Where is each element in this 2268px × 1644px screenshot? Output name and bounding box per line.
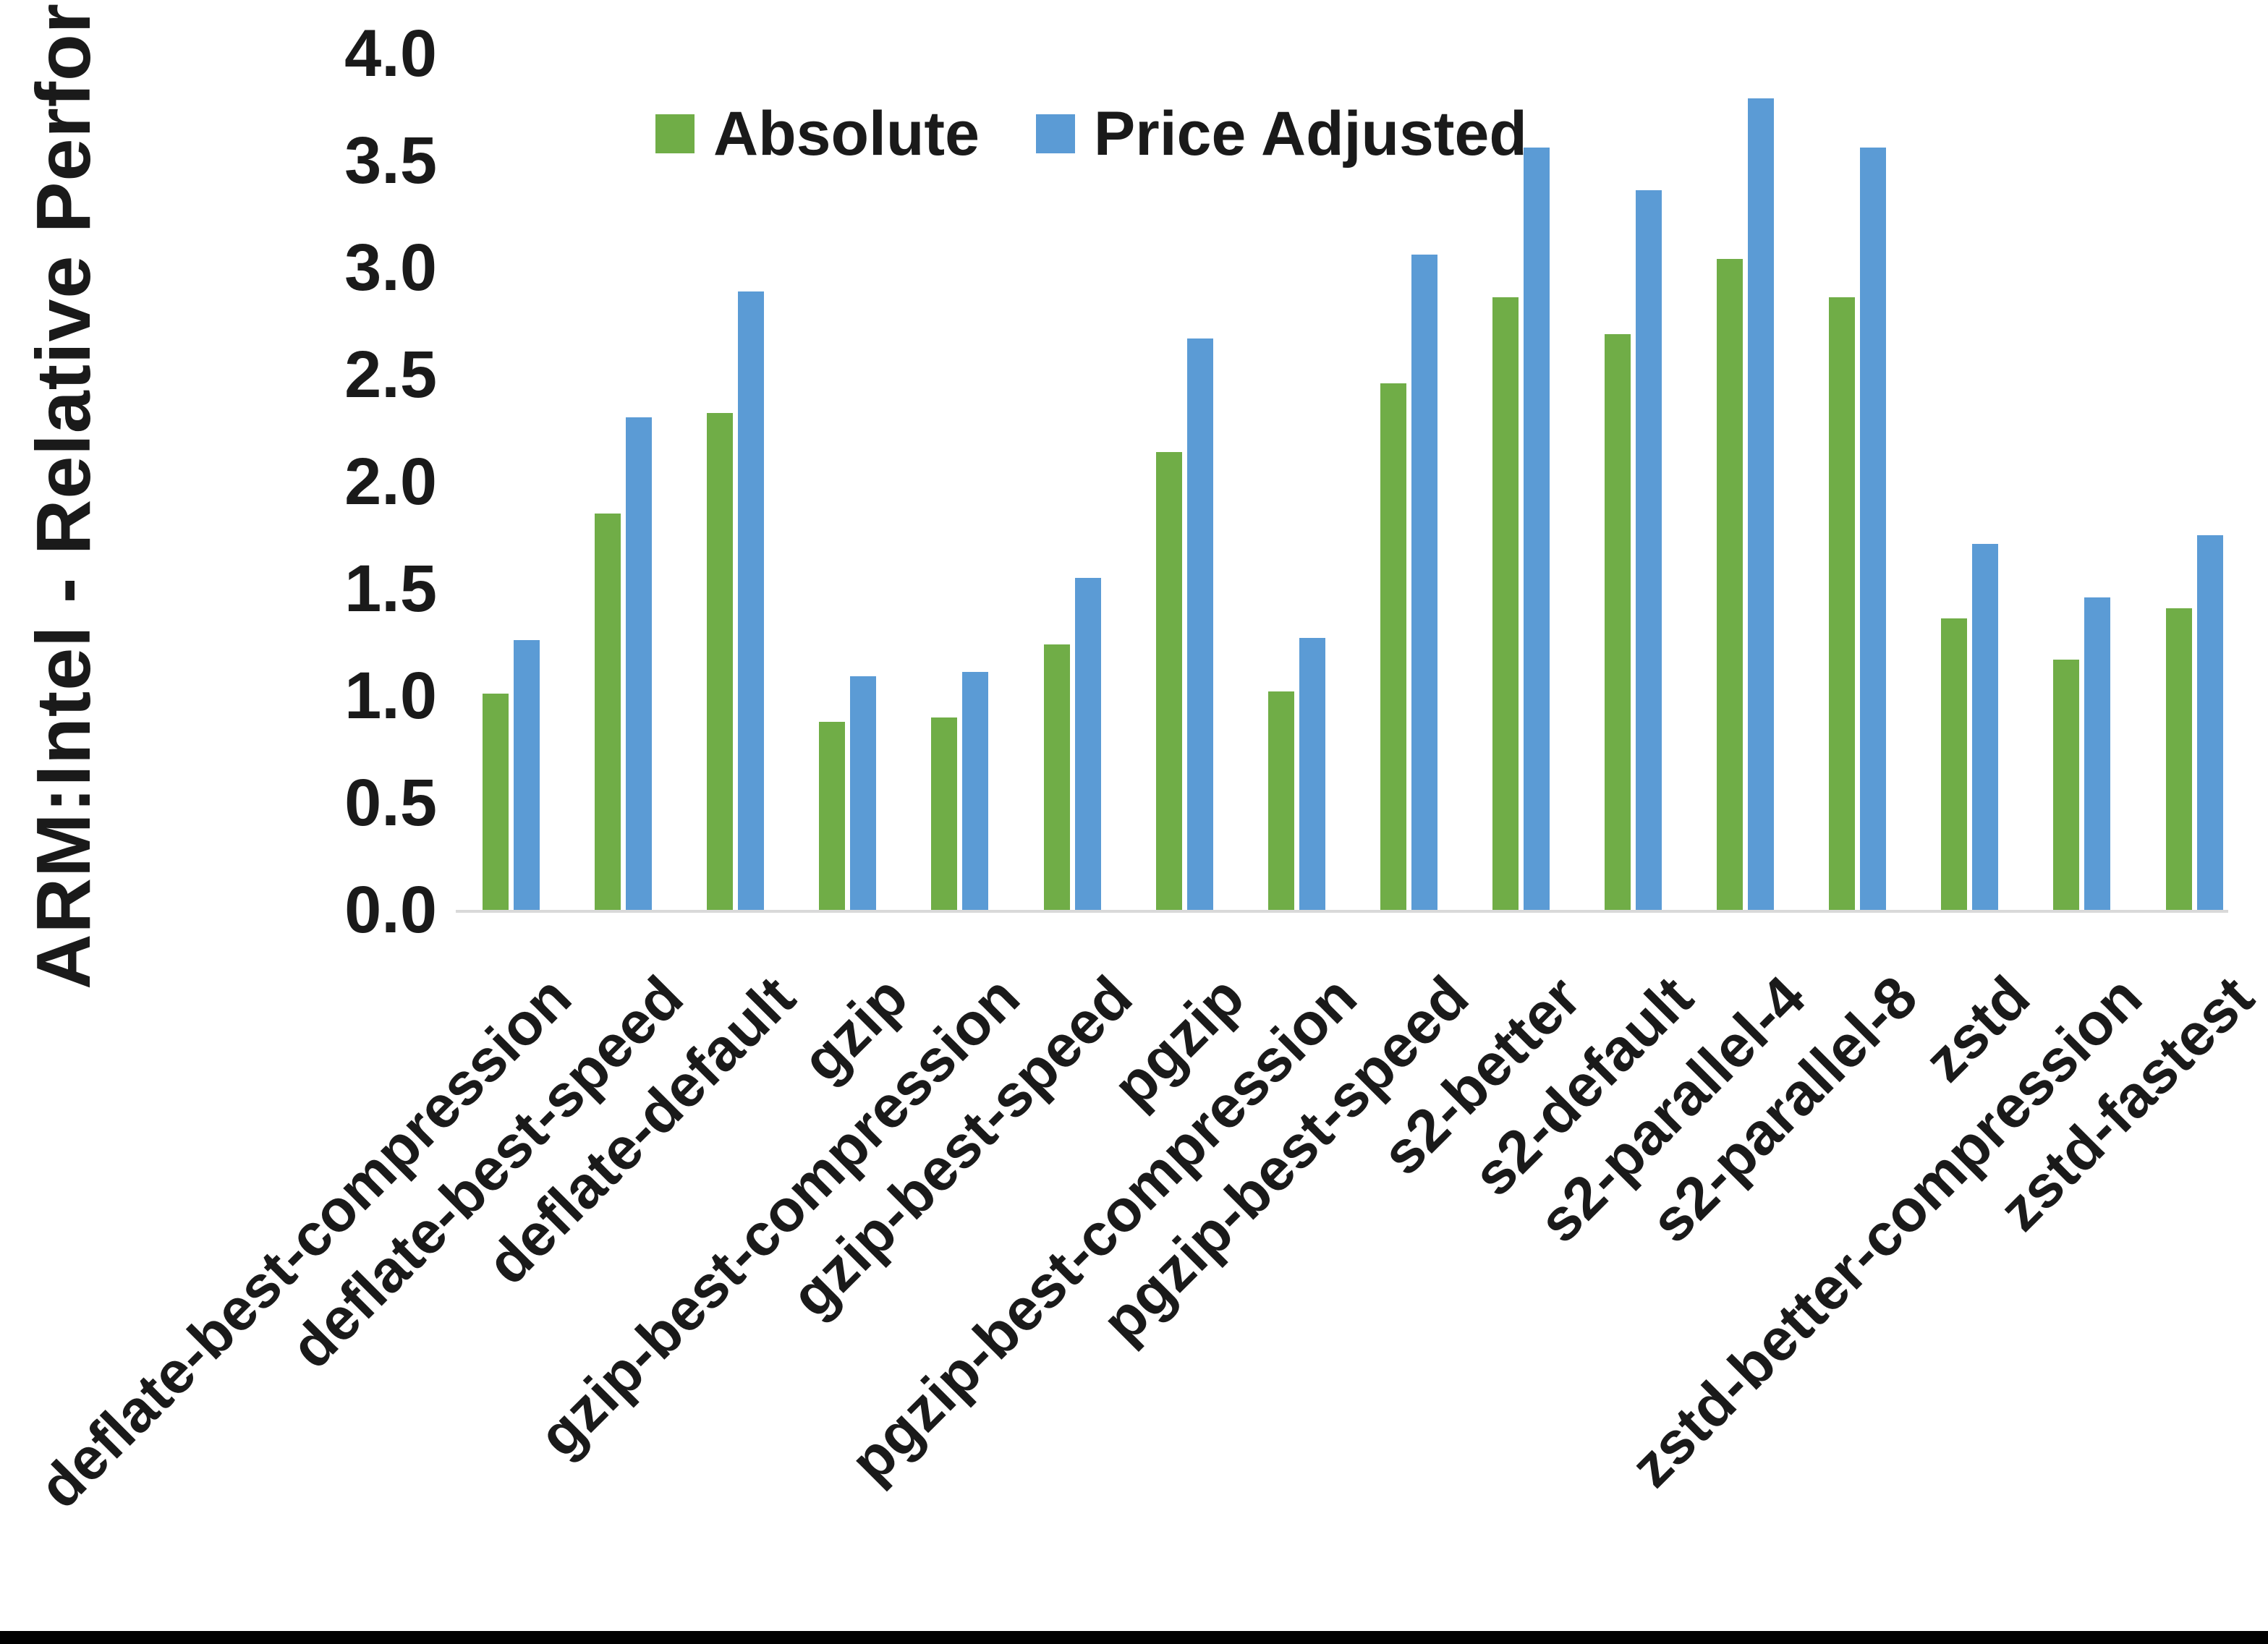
bar-absolute-s2-parallel-8 <box>1829 297 1855 910</box>
bar-price-adjusted-pgzip-best-speed <box>1411 255 1437 910</box>
bar-price-adjusted-s2-parallel-4 <box>1748 98 1774 910</box>
bar-absolute-pgzip-best-speed <box>1380 383 1406 910</box>
bar-absolute-gzip-best-compression <box>931 717 957 910</box>
bar-absolute-deflate-best-compression <box>483 694 509 910</box>
bar-absolute-gzip-best-speed <box>1044 644 1070 910</box>
bar-price-adjusted-gzip-best-compression <box>962 672 988 910</box>
y-tick-label-1.0: 1.0 <box>344 659 437 733</box>
bar-absolute-gzip <box>819 722 845 910</box>
bar-price-adjusted-zstd-better-compression <box>2084 597 2110 910</box>
y-tick-label-3.5: 3.5 <box>344 124 437 197</box>
y-tick-label-1.5: 1.5 <box>344 552 437 626</box>
bar-price-adjusted-deflate-default <box>738 291 764 910</box>
legend: Absolute Price Adjusted <box>655 99 1527 169</box>
bar-price-adjusted-deflate-best-speed <box>626 417 652 910</box>
y-tick-label-4.0: 4.0 <box>344 17 437 90</box>
bar-price-adjusted-pgzip <box>1187 338 1213 910</box>
bar-absolute-zstd <box>1941 618 1967 910</box>
bar-absolute-s2-better <box>1492 297 1519 910</box>
legend-label-price-adjusted: Price Adjusted <box>1093 99 1527 169</box>
bar-price-adjusted-deflate-best-compression <box>514 640 540 910</box>
bar-absolute-deflate-default <box>707 413 733 910</box>
legend-swatch-price-adjusted-icon <box>1035 114 1075 153</box>
y-tick-label-2.0: 2.0 <box>344 445 437 519</box>
bar-price-adjusted-s2-parallel-8 <box>1860 148 1886 910</box>
window-bottom-edge <box>0 1631 2268 1644</box>
bar-absolute-s2-parallel-4 <box>1717 259 1743 910</box>
bar-price-adjusted-pgzip-best-compression <box>1299 638 1325 910</box>
bar-price-adjusted-s2-better <box>1524 148 1550 910</box>
bar-absolute-zstd-better-compression <box>2053 660 2079 910</box>
bar-price-adjusted-s2-default <box>1636 190 1662 910</box>
bar-price-adjusted-gzip <box>850 676 876 910</box>
y-tick-label-0.0: 0.0 <box>344 873 437 947</box>
y-tick-label-0.5: 0.5 <box>344 766 437 840</box>
y-tick-label-2.5: 2.5 <box>344 338 437 412</box>
bar-absolute-pgzip-best-compression <box>1268 691 1294 910</box>
bar-price-adjusted-zstd-fastest <box>2197 535 2223 910</box>
legend-label-absolute: Absolute <box>713 99 980 169</box>
bar-absolute-zstd-fastest <box>2166 608 2192 910</box>
bar-price-adjusted-zstd <box>1972 544 1998 910</box>
bar-absolute-s2-default <box>1605 334 1631 910</box>
bar-absolute-deflate-best-speed <box>595 514 621 910</box>
y-tick-label-3.0: 3.0 <box>344 231 437 304</box>
legend-swatch-absolute-icon <box>655 114 695 153</box>
x-axis-line <box>456 910 2228 913</box>
bar-price-adjusted-gzip-best-speed <box>1075 578 1101 910</box>
bar-absolute-pgzip <box>1156 452 1182 910</box>
